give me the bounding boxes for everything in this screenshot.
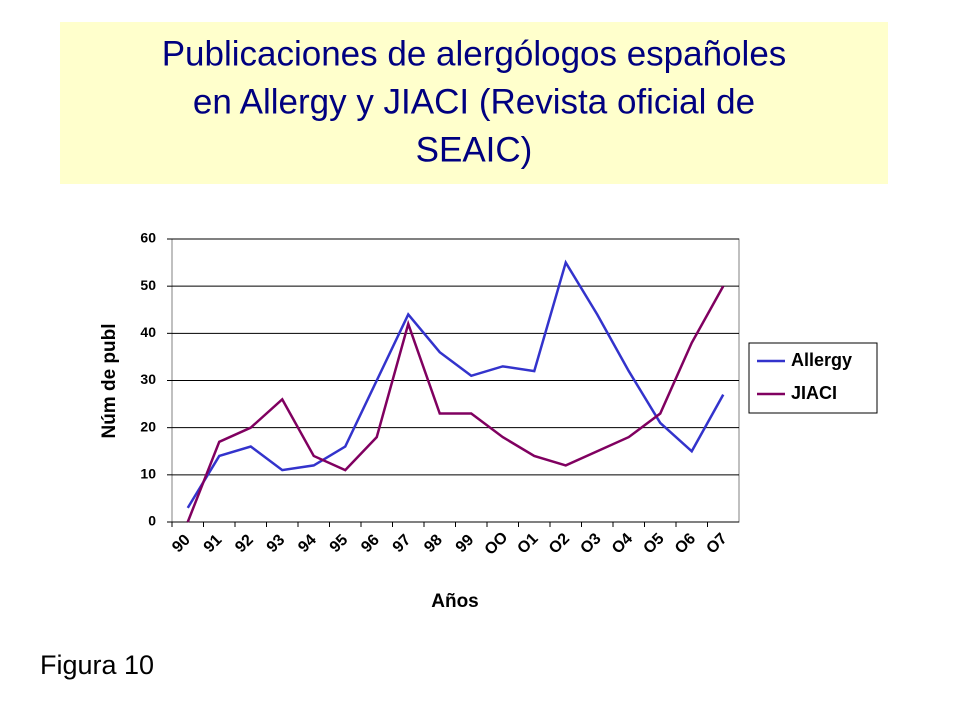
y-tick-label: 60	[140, 230, 156, 246]
x-tick-label: O1	[514, 530, 541, 557]
y-tick-label: 10	[140, 466, 156, 482]
title-line: SEAIC)	[416, 130, 533, 169]
y-tick-label: 0	[148, 513, 156, 529]
x-tick-label: O2	[546, 530, 573, 557]
legend-label: JIACI	[791, 383, 837, 403]
x-tick-label: 98	[421, 531, 446, 556]
x-tick-label: 97	[390, 531, 415, 556]
series-line	[186, 259, 725, 509]
x-tick-label: O7	[703, 530, 730, 557]
x-tick-label: 91	[201, 531, 226, 556]
x-axis-label: Años	[431, 591, 479, 612]
title-line: Publicaciones de alergólogos españoles	[162, 34, 787, 73]
y-tick-label: 30	[140, 371, 156, 387]
x-tick-label: O3	[577, 530, 604, 557]
x-tick-label: 93	[264, 531, 289, 556]
title-line: en Allergy y JIACI (Revista oficial de	[193, 82, 755, 121]
y-tick-label: 40	[140, 324, 156, 340]
x-tick-label: 90	[169, 531, 194, 556]
title-box	[60, 22, 888, 184]
x-tick-label: 94	[295, 531, 320, 556]
y-tick-label: 50	[140, 277, 156, 293]
x-tick-label: O5	[640, 530, 667, 557]
x-tick-label: 99	[453, 531, 478, 556]
x-tick-label: 92	[232, 531, 257, 556]
x-tick-label: O4	[609, 530, 636, 557]
x-tick-label: 96	[358, 531, 383, 556]
legend-box	[748, 342, 878, 414]
x-tick-label: O6	[672, 530, 699, 557]
y-axis-label: Núm de publ	[99, 323, 120, 438]
legend-label: Allergy	[791, 350, 852, 370]
caption: Figura 10	[40, 650, 154, 680]
y-tick-label: 20	[140, 418, 156, 434]
series-line	[186, 285, 725, 523]
x-tick-label: 95	[327, 531, 352, 556]
x-tick-label: OO	[482, 529, 512, 559]
